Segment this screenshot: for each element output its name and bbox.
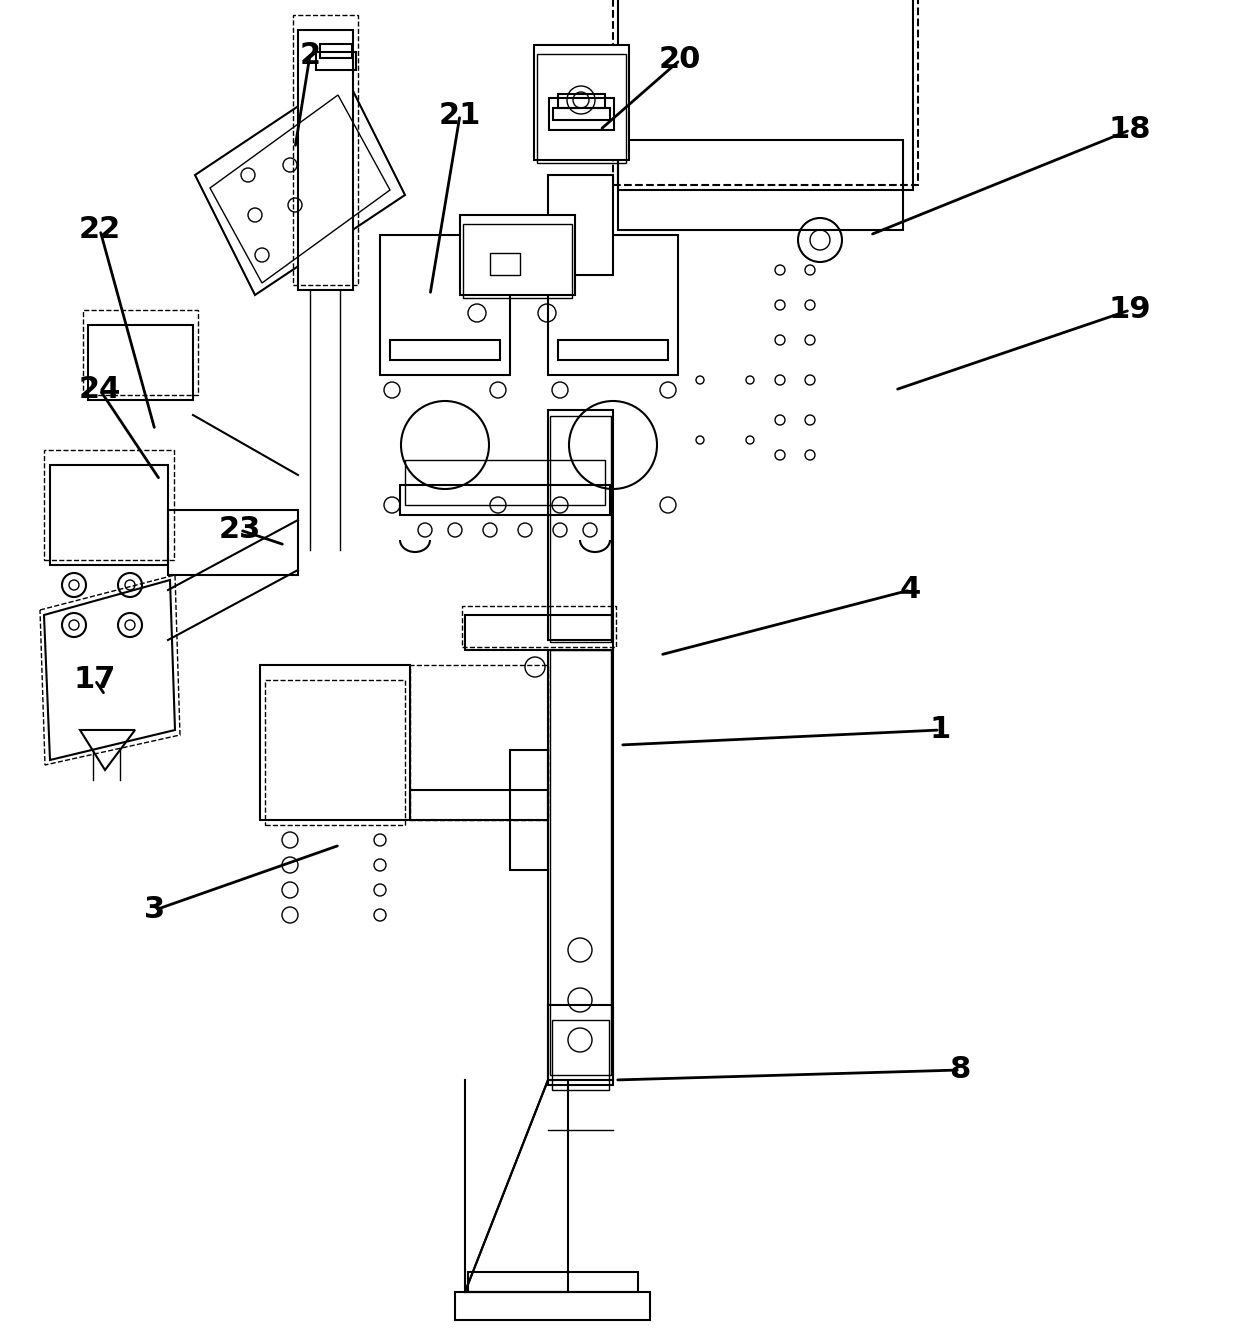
Bar: [537, 53, 626, 163]
Bar: [391, 340, 500, 360]
Text: 19: 19: [1109, 295, 1151, 324]
Bar: [410, 790, 548, 820]
Bar: [260, 665, 410, 820]
Bar: [618, 0, 913, 190]
Bar: [88, 324, 193, 400]
Bar: [553, 108, 610, 120]
Bar: [552, 1020, 609, 1089]
Bar: [558, 93, 605, 108]
Bar: [548, 1005, 613, 1085]
Bar: [50, 465, 167, 565]
Bar: [43, 450, 174, 559]
Bar: [549, 97, 614, 129]
Text: 1: 1: [929, 716, 951, 745]
Text: 3: 3: [144, 896, 166, 925]
Text: 21: 21: [439, 100, 481, 129]
Bar: [618, 140, 903, 230]
Bar: [463, 224, 572, 298]
Bar: [405, 461, 605, 505]
Bar: [548, 235, 678, 375]
Bar: [401, 485, 610, 515]
Bar: [293, 15, 358, 284]
Bar: [265, 680, 405, 825]
Polygon shape: [43, 579, 175, 760]
Text: 24: 24: [79, 375, 122, 405]
Bar: [316, 52, 356, 69]
Bar: [460, 215, 575, 295]
Text: 8: 8: [950, 1056, 971, 1084]
Bar: [463, 606, 616, 647]
Bar: [548, 175, 613, 275]
Bar: [613, 0, 918, 186]
Bar: [548, 410, 613, 639]
Text: 4: 4: [899, 575, 920, 605]
Bar: [510, 750, 548, 870]
Bar: [298, 29, 353, 290]
Bar: [83, 310, 198, 395]
Polygon shape: [195, 75, 405, 295]
Bar: [490, 254, 520, 275]
Text: 23: 23: [219, 515, 262, 545]
Bar: [548, 650, 613, 1080]
Text: 17: 17: [74, 666, 117, 694]
Bar: [320, 44, 352, 57]
Bar: [551, 650, 611, 1075]
Bar: [551, 417, 611, 642]
Bar: [410, 665, 548, 820]
Bar: [167, 510, 298, 575]
Polygon shape: [465, 1080, 568, 1292]
Bar: [534, 45, 629, 160]
Bar: [558, 340, 668, 360]
Bar: [379, 235, 510, 375]
Bar: [467, 1272, 639, 1292]
Bar: [465, 615, 613, 650]
Text: 2: 2: [299, 40, 321, 69]
Bar: [455, 1292, 650, 1320]
Text: 22: 22: [79, 215, 122, 244]
Text: 18: 18: [1109, 116, 1151, 144]
Text: 20: 20: [658, 45, 701, 75]
